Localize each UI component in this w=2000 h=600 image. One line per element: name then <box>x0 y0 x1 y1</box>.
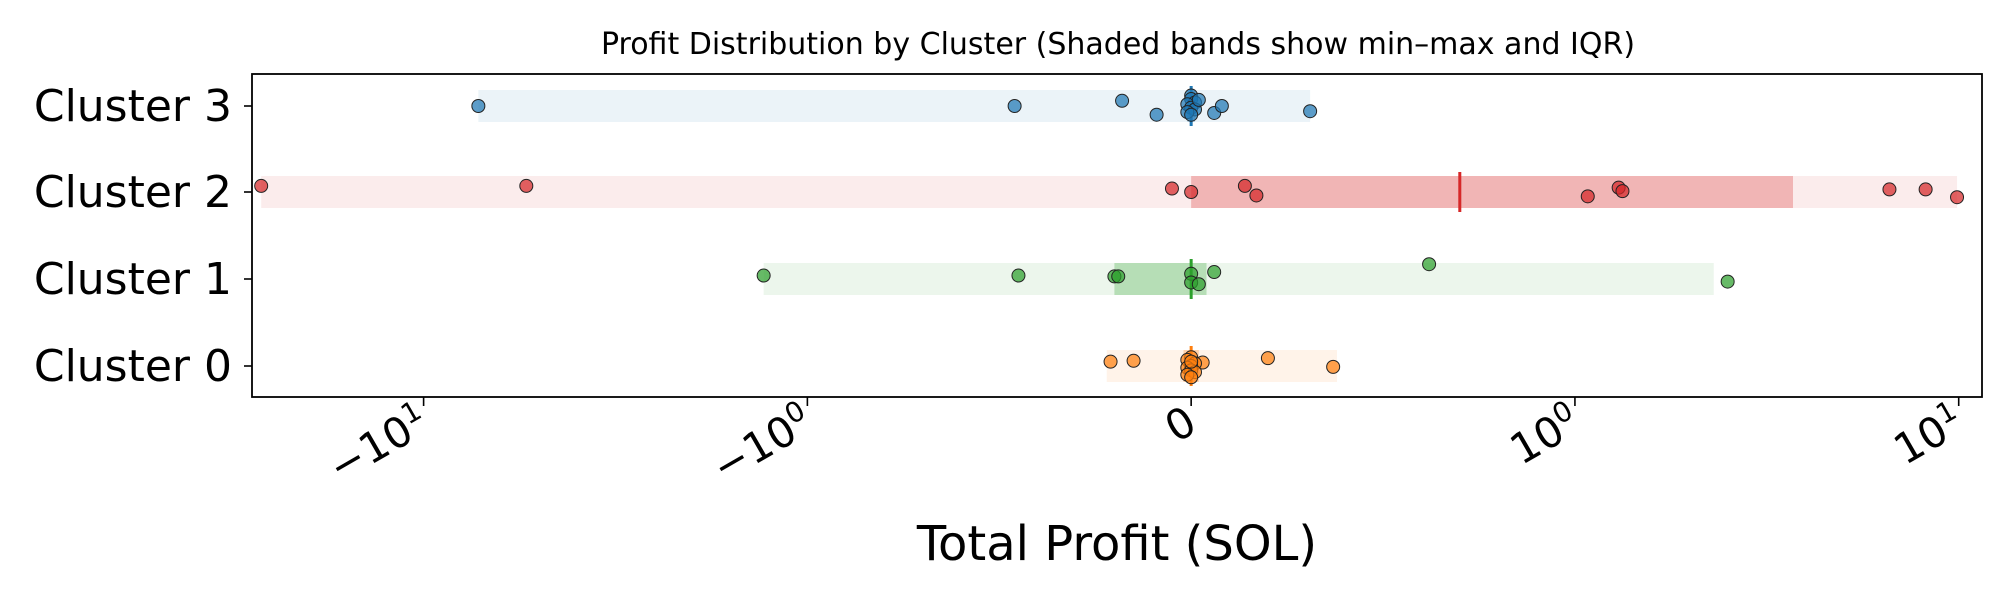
cluster-0-point <box>1184 370 1199 385</box>
y-tick-label: Cluster 3 <box>34 81 232 132</box>
cluster-0-point <box>1184 354 1199 369</box>
cluster-3-point <box>1214 99 1229 113</box>
cluster-3-point <box>471 99 486 113</box>
x-axis: −101 −100 0 100 101 <box>318 394 1962 492</box>
cluster-0-point <box>1126 353 1141 368</box>
cluster-2-point <box>1164 181 1179 196</box>
cluster-0-point <box>1260 351 1275 366</box>
chart-title: Profit Distribution by Cluster (Shaded b… <box>601 27 1635 62</box>
y-tick-label: Cluster 0 <box>34 341 232 392</box>
cluster-3-point <box>1007 99 1022 113</box>
cluster-1-point <box>756 268 771 283</box>
cluster-3-point <box>1184 107 1199 122</box>
points-layer <box>254 88 1965 385</box>
bands-layer <box>261 86 1958 386</box>
x-tick-label: 0 <box>1157 396 1205 452</box>
x-tick-label: −100 <box>702 394 820 492</box>
cluster-3-point <box>1115 93 1130 108</box>
cluster-3-point <box>1303 104 1318 119</box>
cluster-1-point <box>1111 269 1126 284</box>
cluster-3-point <box>1191 92 1206 107</box>
cluster-2-point <box>1184 185 1199 199</box>
cluster-0-point <box>1326 359 1341 374</box>
cluster-1-point <box>1720 274 1735 289</box>
cluster-2-point <box>1918 182 1933 197</box>
cluster-1-point <box>1011 268 1026 283</box>
x-tick-label: −101 <box>318 394 436 492</box>
cluster-3-range-band <box>478 90 1311 122</box>
cluster-1-point <box>1207 265 1222 280</box>
cluster-3-point <box>1149 107 1164 122</box>
plot-frame <box>251 73 1983 398</box>
cluster-1-range-band <box>763 263 1714 295</box>
cluster-2-point <box>1615 184 1630 199</box>
cluster-0-point <box>1103 354 1118 369</box>
cluster-2-point <box>1580 189 1595 204</box>
cluster-1-point <box>1422 257 1437 272</box>
y-tick-label: Cluster 2 <box>34 167 232 218</box>
y-tick-label: Cluster 1 <box>34 254 232 305</box>
y-axis: Cluster 0 Cluster 1 Cluster 2 Cluster 3 <box>34 81 252 392</box>
cluster-2-point <box>1882 182 1897 197</box>
cluster-2-point <box>254 178 269 193</box>
cluster-2-point <box>1249 188 1264 203</box>
cluster-1-point <box>1191 277 1206 292</box>
cluster-0-range-band <box>1106 350 1337 382</box>
x-axis-label: Total Profit (SOL) <box>916 516 1317 572</box>
cluster-2-point <box>1237 178 1252 193</box>
cluster-2-range-band <box>261 176 1958 208</box>
cluster-2-iqr-band <box>1191 176 1793 208</box>
cluster-2-point <box>1950 190 1965 205</box>
cluster-2-point <box>519 178 534 193</box>
